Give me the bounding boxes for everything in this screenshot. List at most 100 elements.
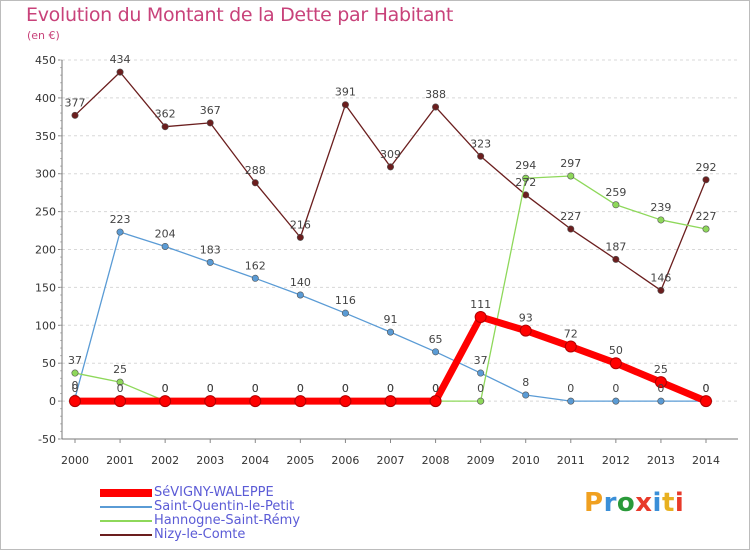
data-point [702, 176, 710, 184]
y-tick-label: -50 [38, 433, 56, 446]
series-line [74, 71, 707, 292]
legend-swatch [100, 506, 152, 508]
x-tick-label: 2004 [241, 454, 269, 467]
data-point [477, 152, 485, 160]
data-label: 0 [72, 379, 79, 392]
data-label: 0 [567, 382, 574, 395]
x-tick-label: 2009 [467, 454, 495, 467]
data-point [71, 369, 79, 377]
data-point [159, 395, 172, 408]
data-point [296, 233, 304, 241]
data-label: 216 [290, 218, 311, 231]
chart-title: Evolution du Montant de la Dette par Hab… [26, 4, 454, 26]
x-tick-label: 2014 [692, 454, 720, 467]
data-point [341, 309, 349, 317]
data-label: 72 [564, 328, 578, 341]
series-line [74, 175, 707, 402]
data-label: 146 [650, 271, 671, 284]
logo-letter: i [652, 488, 662, 518]
x-tick-label: 2008 [422, 454, 450, 467]
data-point [522, 191, 530, 199]
y-tick-label: 0 [49, 395, 56, 408]
data-label: 239 [650, 201, 671, 214]
data-label: 65 [429, 333, 443, 346]
data-point [116, 68, 124, 76]
legend-item-sevigny-waleppe: SéVIGNY-WALEPPE [100, 486, 300, 500]
data-point [429, 395, 442, 408]
logo-letter: x [635, 488, 653, 518]
data-label: 294 [515, 159, 536, 172]
legend-item-hannogne-saint-remy: Hannogne-Saint-Rémy [100, 514, 300, 528]
logo-letter: i [674, 488, 685, 518]
data-point [654, 376, 667, 389]
data-point [206, 119, 214, 127]
data-label: 227 [696, 210, 717, 223]
y-tick-label: 150 [35, 281, 56, 294]
data-label: 111 [470, 298, 491, 311]
data-point [612, 397, 620, 405]
data-point [251, 274, 259, 282]
data-point [432, 103, 440, 111]
data-label: 25 [654, 363, 668, 376]
x-tick-label: 2000 [61, 454, 89, 467]
data-point [702, 225, 710, 233]
data-label: 140 [290, 276, 311, 289]
data-label: 0 [162, 382, 169, 395]
x-tick-label: 2005 [286, 454, 314, 467]
y-tick-label: 50 [42, 357, 56, 370]
data-label: 0 [297, 382, 304, 395]
logo-letter: P [584, 488, 604, 518]
data-label: 25 [113, 363, 127, 376]
data-label: 50 [609, 344, 623, 357]
data-label: 391 [335, 86, 356, 99]
y-tick-label: 400 [35, 92, 56, 105]
y-tick-label: 250 [35, 206, 56, 219]
logo-letter: t [661, 488, 675, 518]
data-label: 0 [703, 382, 710, 395]
data-point [609, 357, 622, 370]
data-label: 204 [155, 227, 176, 240]
data-label: 434 [110, 53, 131, 66]
legend-swatch [100, 520, 152, 522]
data-label: 0 [252, 382, 259, 395]
data-label: 292 [696, 161, 717, 174]
data-point [567, 172, 575, 180]
x-tick-label: 2003 [196, 454, 224, 467]
data-label: 0 [342, 382, 349, 395]
legend-item-saint-quentin-le-petit: Saint-Quentin-le-Petit [100, 500, 300, 514]
data-point [657, 286, 665, 294]
data-label: 0 [72, 382, 79, 395]
data-label: 162 [245, 259, 266, 272]
data-point [204, 395, 217, 408]
logo-letter: r [603, 488, 617, 518]
x-tick-label: 2010 [512, 454, 540, 467]
y-tick-label: 450 [35, 54, 56, 67]
data-label: 0 [432, 382, 439, 395]
legend-label: Hannogne-Saint-Rémy [154, 513, 301, 528]
legend-item-nizy-le-comte: Nizy-le-Comte [100, 528, 300, 542]
data-label: 37 [474, 354, 488, 367]
data-label: 362 [155, 108, 176, 121]
y-tick-label: 100 [35, 319, 56, 332]
data-point [294, 395, 307, 408]
data-point [522, 174, 530, 182]
legend: SéVIGNY-WALEPPE Saint-Quentin-le-Petit H… [100, 486, 300, 542]
data-point [567, 397, 575, 405]
data-point [567, 225, 575, 233]
data-point [384, 395, 397, 408]
x-tick-label: 2006 [331, 454, 359, 467]
data-label: 272 [515, 176, 536, 189]
data-label: 37 [68, 354, 82, 367]
data-label: 0 [477, 382, 484, 395]
data-point [700, 395, 712, 408]
legend-label: Saint-Quentin-le-Petit [154, 499, 295, 514]
data-point [657, 397, 665, 405]
data-point [116, 228, 124, 236]
y-tick-label: 350 [35, 130, 56, 143]
data-label: 323 [470, 137, 491, 150]
y-tick-label: 200 [35, 244, 56, 257]
data-point [249, 395, 262, 408]
chart-subtitle: (en €) [27, 29, 60, 42]
